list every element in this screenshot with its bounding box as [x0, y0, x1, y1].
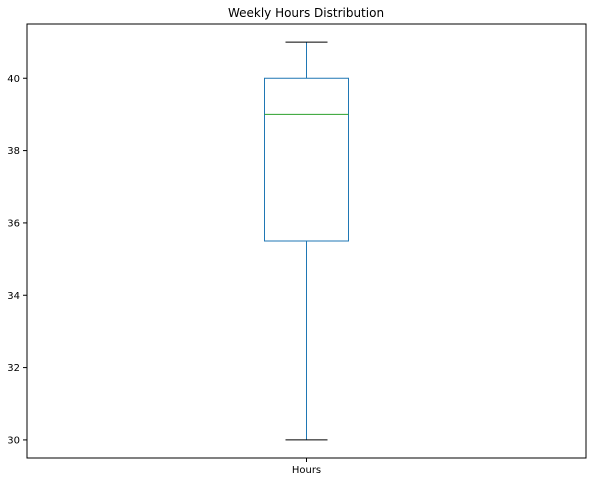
plot-frame	[26, 23, 587, 459]
y-tick-label: 36	[7, 218, 20, 229]
x-axis: Hours	[292, 458, 321, 476]
y-tick-label: 38	[7, 146, 20, 157]
y-axis: 30 32 34 36 38 40	[7, 74, 27, 446]
y-tick-label: 40	[7, 74, 20, 85]
chart-title: Weekly Hours Distribution	[228, 6, 384, 20]
y-tick-label: 30	[7, 435, 20, 446]
x-tick-label: Hours	[292, 465, 321, 476]
y-tick-label: 34	[7, 291, 20, 302]
iqr-box	[264, 77, 349, 242]
y-tick-label: 32	[7, 363, 20, 374]
box-element	[264, 41, 349, 441]
